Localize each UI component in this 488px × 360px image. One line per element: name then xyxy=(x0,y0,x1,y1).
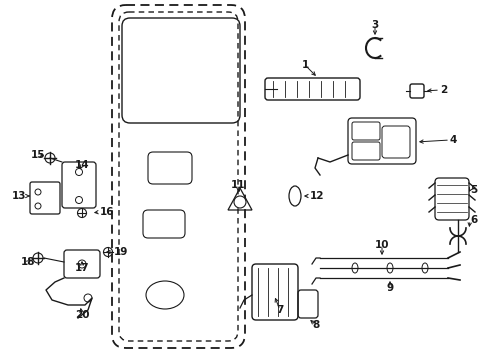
Text: 11: 11 xyxy=(230,180,245,190)
Text: 6: 6 xyxy=(469,215,476,225)
Text: 13: 13 xyxy=(12,191,26,201)
Text: 1: 1 xyxy=(301,60,308,70)
Text: 14: 14 xyxy=(75,160,89,170)
Ellipse shape xyxy=(234,196,245,208)
Text: 16: 16 xyxy=(100,207,114,217)
Text: 2: 2 xyxy=(439,85,447,95)
Text: 17: 17 xyxy=(75,263,89,273)
Text: 19: 19 xyxy=(114,247,128,257)
Text: 4: 4 xyxy=(449,135,456,145)
Text: 10: 10 xyxy=(374,240,388,250)
Text: 20: 20 xyxy=(75,310,89,320)
Text: 18: 18 xyxy=(20,257,35,267)
Text: 9: 9 xyxy=(386,283,393,293)
Text: 12: 12 xyxy=(309,191,324,201)
Text: 5: 5 xyxy=(469,185,476,195)
Text: 3: 3 xyxy=(370,20,378,30)
Text: 7: 7 xyxy=(276,305,283,315)
Text: 15: 15 xyxy=(31,150,45,160)
Text: 8: 8 xyxy=(312,320,319,330)
